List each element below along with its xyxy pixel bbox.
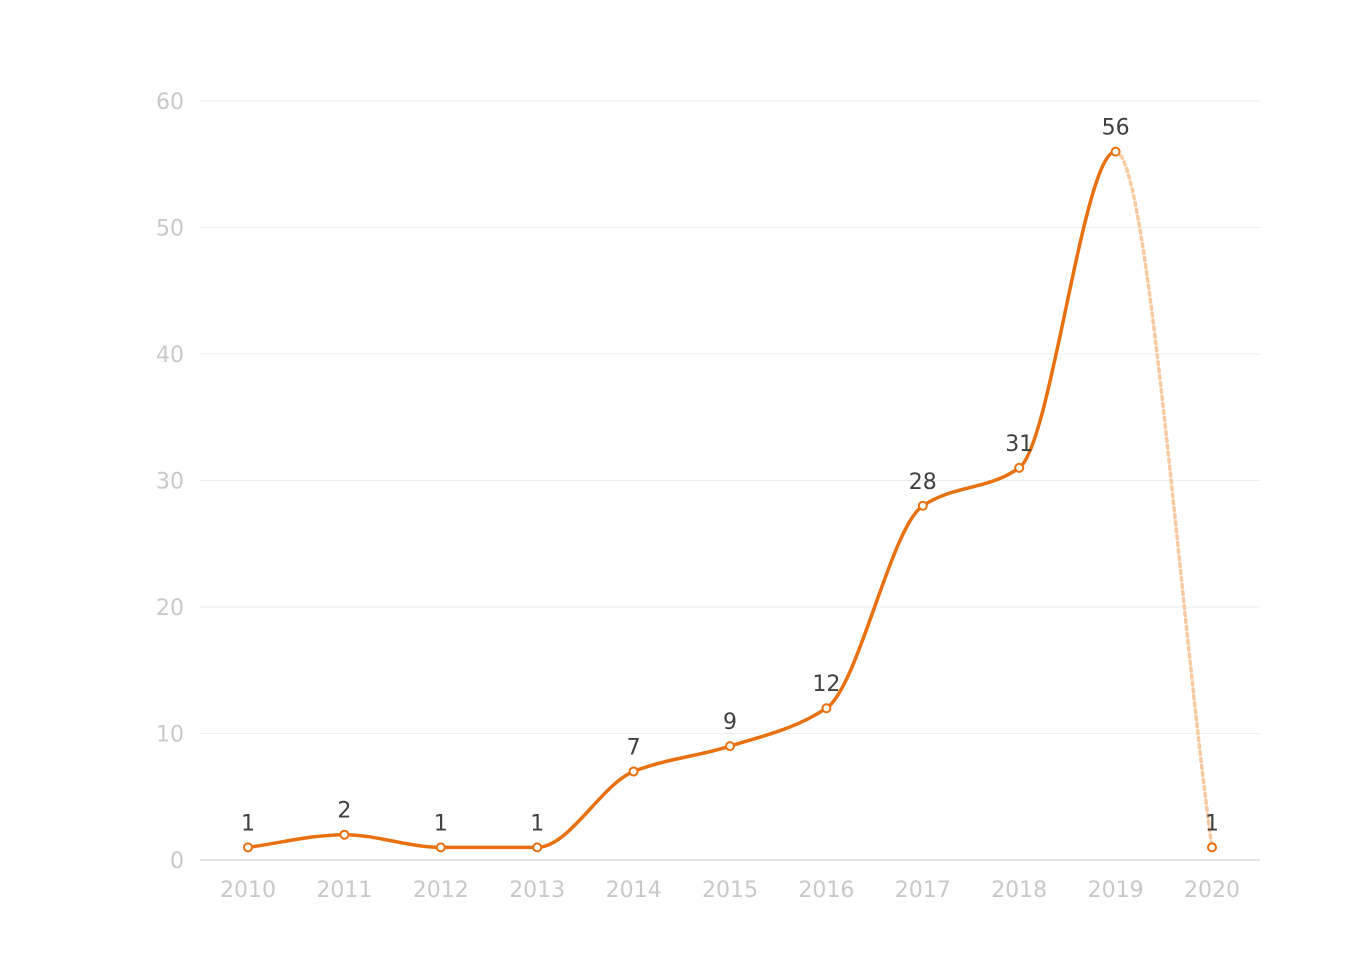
y-tick-label: 10 [156,723,184,748]
data-points [243,146,1217,853]
data-point [1110,146,1121,157]
data-point [339,829,350,840]
x-tick-label: 2010 [220,878,276,903]
y-tick-label: 50 [156,217,184,242]
series-line [246,149,1118,850]
x-tick-label: 2020 [1184,878,1240,903]
data-label: 28 [909,470,937,495]
data-point [435,842,446,853]
data-label: 7 [627,735,641,760]
x-tick-label: 2015 [702,878,758,903]
data-point [821,703,832,714]
x-tick-label: 2019 [1088,878,1144,903]
data-label: 12 [812,672,840,697]
series-line-projected [1113,149,1214,850]
x-tick-label: 2018 [991,878,1047,903]
x-tick-label: 2013 [509,878,565,903]
data-label: 1 [1205,811,1219,836]
x-tick-label: 2011 [316,878,372,903]
data-label: 1 [241,811,255,836]
data-point [1014,462,1025,473]
data-label: 56 [1102,116,1130,141]
data-point [243,842,253,853]
data-label: 2 [337,799,351,824]
data-label: 9 [723,710,737,735]
data-point [628,766,639,777]
grid-lines [200,100,1260,861]
y-tick-label: 60 [156,90,184,115]
data-point [1207,842,1217,853]
x-axis-ticks: 2010 2011 2012 2013 2014 2015 2016 2017 2018 2019… [220,878,1240,903]
data-label: 1 [434,811,448,836]
y-tick-label: 0 [170,849,184,874]
x-tick-label: 2017 [895,878,951,903]
data-point [725,741,735,752]
y-tick-label: 20 [156,596,184,621]
x-tick-label: 2012 [413,878,469,903]
data-point [532,842,543,853]
y-axis-ticks: 0 10 20 30 40 50 60 [156,90,184,874]
x-tick-label: 2014 [606,878,662,903]
data-point [917,500,928,511]
y-tick-label: 40 [156,343,184,368]
y-tick-label: 30 [156,470,184,495]
data-label: 31 [1005,432,1033,457]
x-tick-label: 2016 [798,878,854,903]
data-label: 1 [530,811,544,836]
